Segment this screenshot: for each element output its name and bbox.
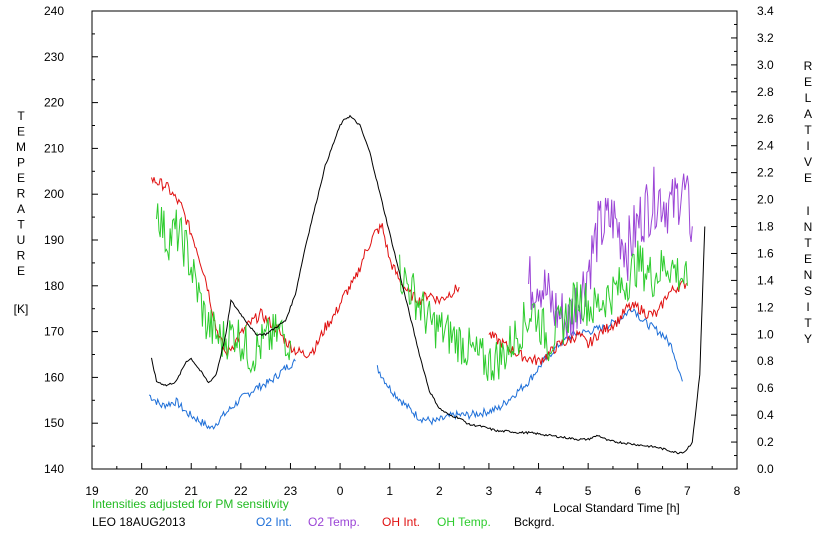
series-line-oh-temp	[399, 240, 688, 381]
right-axis-label-letter: E	[804, 75, 812, 89]
right-axis-label-letter: A	[804, 107, 812, 121]
right-tick-label: 1.4	[757, 273, 774, 287]
legend-entry: OH Int.	[382, 515, 420, 529]
left-tick-label: 150	[44, 416, 64, 430]
right-axis-label-letter: I	[806, 139, 809, 153]
right-axis-label-letter: V	[804, 155, 812, 169]
left-tick-label: 170	[44, 325, 64, 339]
series-line-oh-temp	[156, 203, 291, 374]
left-tick-label: 180	[44, 279, 64, 293]
left-tick-label: 200	[44, 187, 64, 201]
right-tick-label: 1.8	[757, 220, 774, 234]
left-axis-label-letter: E	[17, 171, 25, 185]
right-tick-label: 1.0	[757, 327, 774, 341]
right-axis-label-letter: I	[806, 300, 809, 314]
right-axis-label-letter: Y	[804, 332, 812, 346]
right-axis-label-letter: E	[804, 171, 812, 185]
station-date-label: LEO 18AUG2013	[92, 515, 186, 529]
right-tick-label: 2.6	[757, 112, 774, 126]
right-tick-label: 0.6	[757, 381, 774, 395]
right-axis-label-letter: T	[804, 123, 812, 137]
right-tick-label: 2.8	[757, 85, 774, 99]
left-axis-label-letter: U	[17, 233, 26, 247]
left-axis-label-letter: T	[17, 109, 25, 123]
left-axis-label-letter: R	[17, 187, 26, 201]
x-tick-label: 1	[386, 484, 393, 498]
x-tick-label: 2	[436, 484, 443, 498]
x-tick-label: 3	[486, 484, 493, 498]
left-tick-label: 190	[44, 233, 64, 247]
series-line-bckgrd	[151, 114, 706, 455]
left-tick-label: 140	[44, 462, 64, 476]
right-axis-label-letter: T	[804, 316, 812, 330]
series-line-o2-int	[376, 308, 683, 426]
series-line-o2-temp	[528, 166, 693, 344]
series-line-oh-int	[488, 280, 688, 366]
left-axis-label-letter: M	[16, 140, 26, 154]
right-axis-label-letter: N	[804, 220, 813, 234]
left-axis-label-letter: E	[17, 125, 25, 139]
x-axis-label: Local Standard Time [h]	[553, 501, 680, 515]
x-tick-label: 20	[135, 484, 149, 498]
right-tick-label: 0.8	[757, 354, 774, 368]
right-tick-label: 3.4	[757, 4, 774, 18]
legend-entry: O2 Int.	[256, 515, 292, 529]
right-axis-label-letter: S	[804, 284, 812, 298]
legend-entry: O2 Temp.	[308, 515, 360, 529]
legend-entry: Bckgrd.	[514, 515, 555, 529]
left-tick-label: 230	[44, 50, 64, 64]
right-tick-label: 3.2	[757, 31, 774, 45]
x-tick-label: 23	[284, 484, 298, 498]
right-tick-label: 0.0	[757, 462, 774, 476]
left-axis-label-letter: T	[17, 218, 25, 232]
x-tick-label: 7	[684, 484, 691, 498]
right-tick-label: 2.2	[757, 166, 774, 180]
left-axis-label-letter: A	[17, 202, 25, 216]
x-tick-label: 21	[185, 484, 199, 498]
left-axis-label-letter: P	[17, 156, 25, 170]
right-tick-label: 0.2	[757, 435, 774, 449]
x-axis-ticks: 19 20 21 22 23 0 1 2 3 4 5 6 7 8	[85, 463, 741, 498]
right-tick-label: 1.2	[757, 300, 774, 314]
right-tick-label: 2.0	[757, 193, 774, 207]
left-tick-label: 160	[44, 370, 64, 384]
left-axis-unit: [K]	[14, 302, 29, 316]
right-axis-label-letter: I	[806, 204, 809, 218]
series-line-o2-int	[148, 358, 296, 430]
x-tick-label: 5	[585, 484, 592, 498]
plot-border	[91, 10, 738, 470]
x-tick-label: 8	[734, 484, 741, 498]
left-axis-label-letter: R	[17, 249, 26, 263]
right-axis-label-letter: E	[804, 252, 812, 266]
right-tick-label: 0.4	[757, 408, 774, 422]
adjustment-note: Intensities adjusted for PM sensitivity	[92, 497, 289, 511]
left-axis-label-letter: E	[17, 264, 25, 278]
right-axis-label-letter: R	[804, 59, 813, 73]
series-line-oh-int	[151, 177, 460, 359]
right-tick-label: 1.6	[757, 246, 774, 260]
right-tick-label: 2.4	[757, 139, 774, 153]
left-tick-label: 210	[44, 141, 64, 155]
left-tick-label: 220	[44, 96, 64, 110]
right-axis-label-letter: N	[804, 268, 813, 282]
right-axis-label-letter: T	[804, 236, 812, 250]
right-axis-ticks: 0.0 0.2 0.4 0.6 0.8 1.0 1.2 1.4 1.6 1.8 2.0 2.2 2.4 2…	[731, 4, 774, 476]
right-axis-label-letter: L	[805, 91, 812, 105]
left-axis-ticks: 140 150 160 170 180 190 200 210 220 230 240	[44, 4, 98, 476]
series-group	[148, 114, 706, 455]
x-tick-label: 22	[234, 484, 248, 498]
plot-frame	[91, 10, 738, 470]
x-tick-label: 4	[535, 484, 542, 498]
x-tick-label: 0	[337, 484, 344, 498]
left-tick-label: 240	[44, 4, 64, 18]
right-tick-label: 3.0	[757, 58, 774, 72]
x-tick-label: 19	[85, 484, 99, 498]
x-tick-label: 6	[634, 484, 641, 498]
legend: O2 Int. O2 Temp. OH Int. OH Temp. Bckgrd.	[256, 515, 555, 529]
legend-entry: OH Temp.	[437, 515, 491, 529]
